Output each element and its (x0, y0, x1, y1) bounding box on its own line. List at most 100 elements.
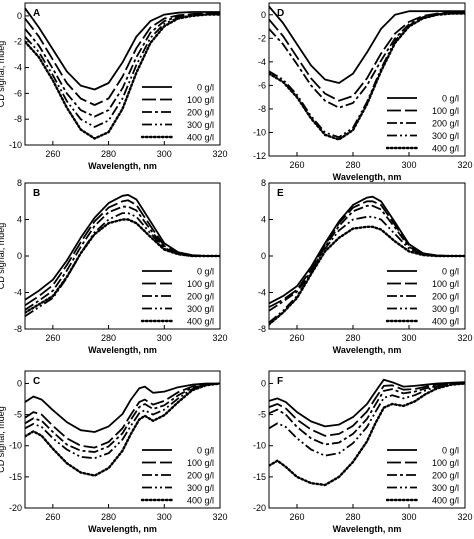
legend: 0 g/l 100 g/l 200 g/l 300 g/l 400 g/l (385, 267, 459, 327)
x-axis-title: Wavelength, nm (88, 524, 157, 534)
series-line-100-g-l (269, 11, 465, 102)
legend-label: 0 g/l (197, 267, 214, 277)
x-tick-label: 300 (157, 512, 172, 522)
panel-letter: D (277, 8, 284, 19)
panel-a: 260 280 300 320 -10 -8 -6 -4 -2 0 Wavelength, nm CD… (0, 2, 228, 171)
y-tick-label: -15 (9, 472, 22, 482)
x-tick-label: 300 (157, 333, 172, 343)
x-tick-label: 300 (401, 333, 416, 343)
panel-letter: B (33, 188, 40, 199)
legend: 0 g/l 100 g/l 200 g/l 300 g/l 400 g/l (140, 83, 214, 143)
legend-label: 200 g/l (432, 119, 459, 129)
series-line-400-g-l (25, 382, 220, 477)
x-tick-label: 280 (101, 333, 116, 343)
series-line-300-g-l (25, 382, 220, 460)
x-tick-label: 260 (45, 149, 60, 159)
x-tick-label: 300 (401, 160, 416, 170)
legend-label: 0 g/l (442, 267, 459, 277)
x-tick-label: 260 (45, 512, 60, 522)
x-tick-label: 280 (101, 149, 116, 159)
x-tick-label: 320 (212, 333, 227, 343)
plot-frame (268, 370, 466, 509)
panel-letter: E (277, 188, 284, 199)
series-line-400-g-l (269, 382, 465, 487)
series-line-300-g-l (25, 13, 220, 128)
y-tick-label: -8 (14, 324, 22, 334)
series-line-200-g-l (269, 382, 465, 446)
y-tick-label: -5 (14, 410, 22, 420)
legend-label: 300 g/l (187, 120, 214, 130)
legend-label: 400 g/l (432, 317, 459, 327)
y-tick-label: -5 (258, 410, 266, 420)
legend-label: 300 g/l (432, 483, 459, 493)
x-tick-label: 300 (157, 149, 172, 159)
legend-label: 300 g/l (432, 304, 459, 314)
y-tick-label: -4 (14, 288, 22, 298)
series-line-400-g-l (25, 218, 220, 314)
legend-label: 0 g/l (197, 83, 214, 93)
series-line-0-g-l (269, 378, 465, 428)
legend-label: 300 g/l (187, 304, 214, 314)
x-tick-label: 260 (289, 160, 304, 170)
legend-label: 0 g/l (442, 446, 459, 456)
x-tick-label: 280 (345, 512, 360, 522)
y-axis-title: CD signal, mdeg (0, 406, 6, 473)
x-tick-label: 260 (289, 512, 304, 522)
legend-label: 300 g/l (187, 483, 214, 493)
x-tick-label: 320 (457, 333, 472, 343)
y-tick-label: -10 (9, 140, 22, 150)
series-line-200-g-l (25, 12, 220, 118)
y-tick-label: -4 (258, 57, 266, 67)
legend: 0 g/l 100 g/l 200 g/l 300 g/l 400 g/l (385, 94, 459, 154)
series-line-0-g-l (25, 194, 220, 301)
y-tick-label: 0 (261, 378, 266, 388)
series-line-200-g-l (25, 382, 220, 453)
x-tick-label: 320 (457, 512, 472, 522)
legend-label: 100 g/l (187, 95, 214, 105)
y-tick-label: -15 (253, 472, 266, 482)
y-tick-label: -4 (258, 288, 266, 298)
legend-label: 100 g/l (432, 106, 459, 116)
y-tick-label: 8 (261, 178, 266, 188)
y-tick-label: 0 (17, 11, 22, 21)
legend-label: 100 g/l (187, 458, 214, 468)
legend-label: 200 g/l (432, 471, 459, 481)
x-tick-label: 260 (45, 333, 60, 343)
y-tick-label: -10 (9, 441, 22, 451)
legend-label: 400 g/l (187, 496, 214, 506)
series-line-400-g-l (269, 12, 465, 141)
panel-letter: C (33, 376, 40, 387)
legend-label: 100 g/l (432, 458, 459, 468)
y-tick-label: -8 (258, 324, 266, 334)
legend-label: 400 g/l (187, 317, 214, 327)
series-line-200-g-l (269, 11, 465, 109)
series-line-0-g-l (25, 7, 220, 91)
y-tick-label: -20 (9, 503, 22, 513)
legend-label: 300 g/l (432, 131, 459, 141)
legend-label: 200 g/l (187, 471, 214, 481)
y-axis-title: CD signal, mdeg (0, 223, 6, 290)
y-tick-label: -6 (14, 88, 22, 98)
legend-label: 400 g/l (432, 144, 459, 154)
legend: 0 g/l 100 g/l 200 g/l 300 g/l 400 g/l (140, 267, 214, 327)
panel-letter: F (277, 376, 283, 387)
x-tick-label: 300 (401, 512, 416, 522)
y-axis-title: CD signal, mdeg (0, 41, 6, 108)
y-tick-label: -10 (253, 441, 266, 451)
x-axis-title: Wavelength, nm (333, 524, 402, 534)
series-line-100-g-l (25, 12, 220, 106)
panel-e: 260 280 300 320 -8 -4 0 4 8 Wavelength, nm E 0 g/l 1… (258, 178, 473, 355)
series-line-0-g-l (25, 382, 220, 433)
y-tick-label: -10 (253, 127, 266, 137)
legend-label: 100 g/l (187, 279, 214, 289)
series-line-100-g-l (25, 199, 220, 307)
x-tick-label: 320 (212, 149, 227, 159)
y-tick-label: -2 (14, 37, 22, 47)
series-line-100-g-l (25, 382, 220, 449)
legend-label: 200 g/l (187, 108, 214, 118)
panel-letter: A (33, 8, 40, 19)
y-tick-label: -2 (258, 33, 266, 43)
y-tick-label: -4 (14, 63, 22, 73)
legend: 0 g/l 100 g/l 200 g/l 300 g/l 400 g/l (140, 446, 214, 506)
legend: 0 g/l 100 g/l 200 g/l 300 g/l 400 g/l (385, 446, 459, 506)
